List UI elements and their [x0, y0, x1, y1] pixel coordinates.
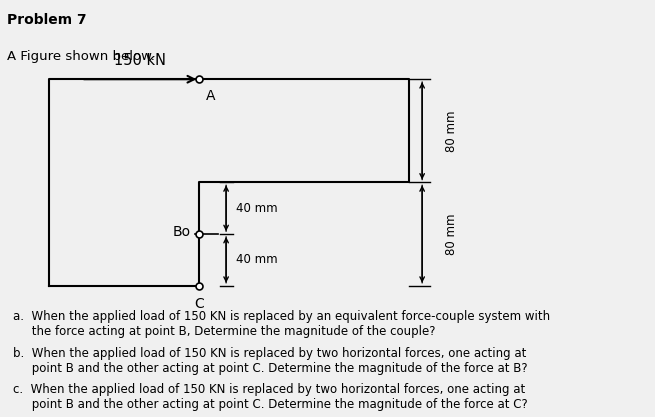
Text: 40 mm: 40 mm	[236, 254, 278, 266]
Text: A: A	[206, 88, 215, 103]
Text: 40 mm: 40 mm	[236, 202, 278, 215]
Text: c.  When the applied load of 150 KN is replaced by two horizontal forces, one ac: c. When the applied load of 150 KN is re…	[13, 383, 528, 411]
Text: 80 mm: 80 mm	[445, 213, 458, 255]
Text: 150 kN: 150 kN	[114, 53, 166, 68]
Text: C: C	[195, 296, 204, 311]
Text: a.  When the applied load of 150 KN is replaced by an equivalent force-couple sy: a. When the applied load of 150 KN is re…	[13, 310, 550, 338]
Text: Bo: Bo	[173, 226, 191, 239]
Text: Problem 7: Problem 7	[7, 13, 86, 27]
Text: b.  When the applied load of 150 KN is replaced by two horizontal forces, one ac: b. When the applied load of 150 KN is re…	[13, 347, 528, 375]
Text: 80 mm: 80 mm	[445, 110, 458, 152]
Text: A Figure shown below.: A Figure shown below.	[7, 50, 155, 63]
